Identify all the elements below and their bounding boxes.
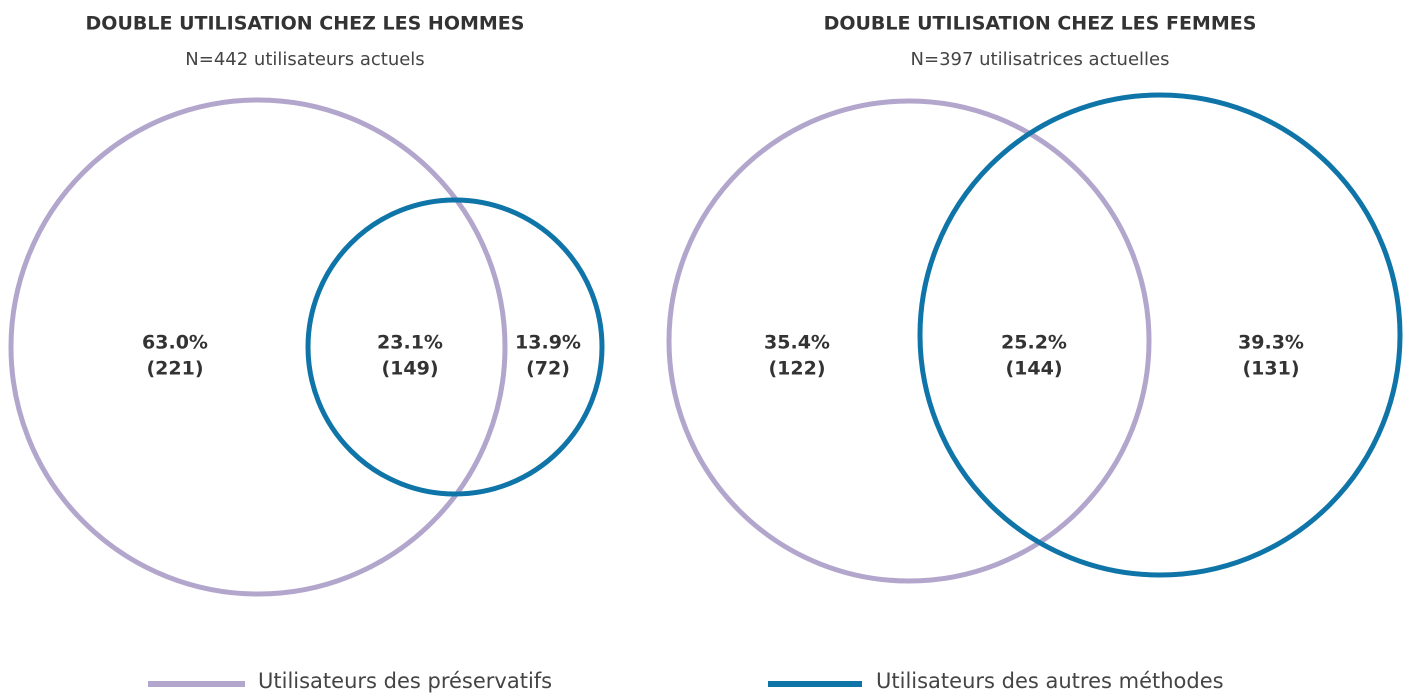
set-circle — [917, 92, 1403, 578]
region-count: (221) — [146, 358, 203, 380]
chart-subtitle: N=397 utilisatrices actuelles — [911, 49, 1170, 70]
set-circle — [305, 197, 605, 497]
region-count: (122) — [768, 358, 825, 380]
chart-subtitle: N=442 utilisateurs actuels — [185, 49, 424, 70]
region-percent: 13.9% — [515, 332, 581, 354]
chart-title: DOUBLE UTILISATION CHEZ LES HOMMES — [86, 13, 525, 35]
chart-title: DOUBLE UTILISATION CHEZ LES FEMMES — [824, 13, 1257, 35]
region-percent: 23.1% — [377, 332, 443, 354]
region-percent: 25.2% — [1001, 332, 1067, 354]
legend-label: Utilisateurs des préservatifs — [258, 669, 552, 693]
region-count: (72) — [526, 358, 570, 380]
region-percent: 63.0% — [142, 332, 208, 354]
legend-label: Utilisateurs des autres méthodes — [876, 669, 1224, 693]
set-circle — [666, 98, 1152, 584]
region-percent: 35.4% — [764, 332, 830, 354]
region-count: (144) — [1005, 358, 1062, 380]
region-count: (149) — [381, 358, 438, 380]
region-percent: 39.3% — [1238, 332, 1304, 354]
set-circle — [8, 97, 508, 597]
region-count: (131) — [1242, 358, 1299, 380]
